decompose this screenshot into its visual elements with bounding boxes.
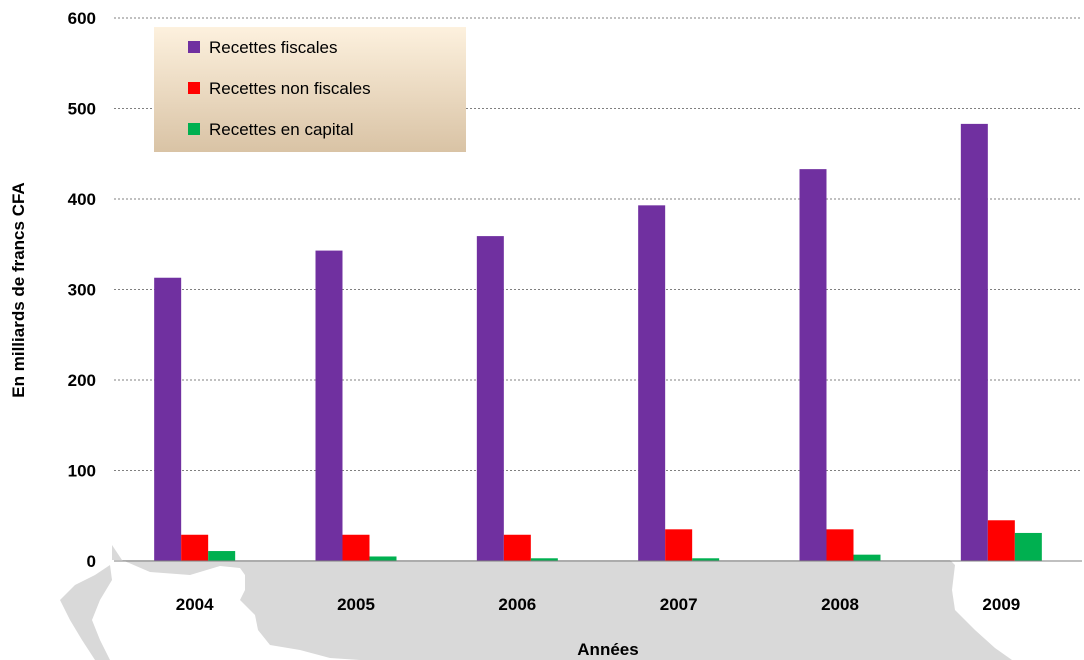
bar-recettes-fiscales-2005 — [315, 250, 343, 561]
y-tick-label: 0 — [87, 552, 96, 571]
background-map-shape — [60, 545, 1012, 660]
x-tick-label: 2008 — [821, 595, 859, 614]
x-tick-label: 2007 — [660, 595, 698, 614]
bar-recettes-en-capital-2008 — [853, 554, 881, 561]
x-axis-ticks: 2004 2005 2006 2007 2008 2009 — [176, 595, 1020, 614]
legend: Recettes fiscales Recettes non fiscales Re… — [154, 27, 466, 152]
legend-box — [154, 27, 466, 152]
bar-recettes-non-fiscales-2004 — [181, 534, 209, 561]
legend-label: Recettes fiscales — [209, 38, 338, 57]
bar-recettes-fiscales-2006 — [476, 236, 504, 562]
x-axis-title: Années — [577, 640, 638, 659]
y-tick-label: 200 — [68, 371, 96, 390]
bar-recettes-non-fiscales-2005 — [342, 534, 370, 561]
y-tick-label: 600 — [68, 9, 96, 28]
legend-label: Recettes non fiscales — [209, 79, 371, 98]
bar-recettes-non-fiscales-2006 — [503, 534, 531, 561]
legend-label: Recettes en capital — [209, 120, 354, 139]
bar-recettes-fiscales-2008 — [799, 169, 827, 561]
x-tick-label: 2005 — [337, 595, 375, 614]
bar-recettes-en-capital-2007 — [692, 558, 720, 561]
bar-recettes-en-capital-2006 — [530, 558, 558, 561]
bar-recettes-fiscales-2007 — [638, 205, 666, 561]
legend-swatch — [188, 41, 200, 53]
legend-swatch — [188, 82, 200, 94]
y-axis-ticks: 0 100 200 300 400 500 600 — [68, 9, 96, 571]
bars — [154, 123, 1042, 562]
bar-recettes-en-capital-2005 — [369, 556, 397, 561]
y-tick-label: 400 — [68, 190, 96, 209]
y-axis-title: En milliards de francs CFA — [9, 182, 28, 397]
x-tick-label: 2009 — [982, 595, 1020, 614]
bar-recettes-non-fiscales-2008 — [826, 529, 854, 561]
bar-recettes-non-fiscales-2007 — [665, 529, 693, 561]
bar-recettes-non-fiscales-2009 — [987, 520, 1015, 561]
bar-recettes-en-capital-2004 — [208, 551, 236, 561]
x-tick-label: 2006 — [498, 595, 536, 614]
bar-recettes-en-capital-2009 — [1014, 532, 1042, 561]
bar-recettes-fiscales-2004 — [154, 277, 182, 561]
x-tick-label: 2004 — [176, 595, 214, 614]
bar-recettes-fiscales-2009 — [960, 123, 988, 561]
y-tick-label: 300 — [68, 281, 96, 300]
y-tick-label: 500 — [68, 100, 96, 119]
legend-swatch — [188, 123, 200, 135]
y-tick-label: 100 — [68, 462, 96, 481]
